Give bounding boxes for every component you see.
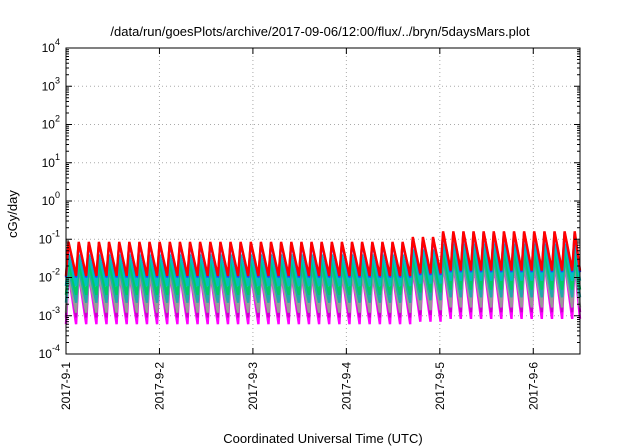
y-tick-label: 101 — [42, 152, 60, 170]
x-axis-label: Coordinated Universal Time (UTC) — [223, 431, 422, 446]
y-tick-label: 102 — [42, 114, 60, 132]
x-tick-label: 2017-9-2 — [152, 362, 166, 410]
y-tick-label: 103 — [42, 75, 60, 93]
y-tick-label: 100 — [42, 190, 60, 208]
grid — [66, 48, 580, 354]
y-axis-label: cGy/day — [5, 190, 20, 238]
y-tick-label: 10-4 — [39, 343, 60, 361]
x-tick-label: 2017-9-5 — [433, 362, 447, 410]
x-tick-label: 2017-9-1 — [59, 362, 73, 410]
y-tick-label: 10-1 — [39, 228, 60, 246]
y-tick-label: 104 — [42, 37, 60, 55]
series-line — [64, 231, 582, 277]
ticks: 10-4 10-3 10-2 10-1 100 101 102 103 104 2017-9-1 2… — [39, 37, 580, 410]
chart-title: /data/run/goesPlots/archive/2017-09-06/1… — [110, 24, 530, 39]
x-tick-label: 2017-9-4 — [339, 362, 353, 410]
y-tick-label: 10-3 — [39, 305, 60, 323]
series-group — [64, 231, 582, 325]
x-tick-label: 2017-9-3 — [246, 362, 260, 410]
x-tick-label: 2017-9-6 — [526, 362, 540, 410]
y-tick-label: 10-2 — [39, 267, 60, 285]
